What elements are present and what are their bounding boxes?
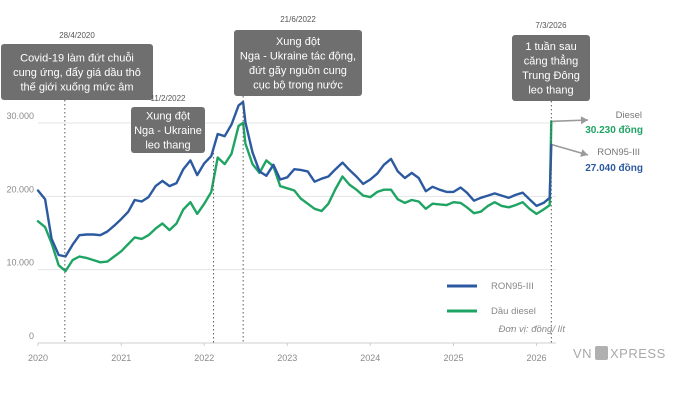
end-label-name: RON95-III <box>597 147 640 158</box>
annotation-text-line: đứt gãy nguồn cung <box>249 65 347 77</box>
end-label-value: 30.230 đồng <box>585 124 643 136</box>
legend: RON95-III Dầu diesel <box>447 281 536 317</box>
annotation-layer: 28/4/2020 Covid-19 làm đứt chuỗi cung ứng,… <box>1 15 590 343</box>
grid-layer <box>38 122 556 271</box>
annotation-box <box>131 107 205 153</box>
y-tick-label: 30.000 <box>6 111 34 121</box>
series-layer <box>36 100 553 273</box>
x-tick-label: 2024 <box>360 353 380 363</box>
end-arrow-head <box>580 116 588 125</box>
annotation-date-label: 7/3/2026 <box>535 21 567 30</box>
x-tick-label: 2023 <box>277 353 297 363</box>
y-tick-label: 0 <box>29 331 34 341</box>
annotation-date-label: 21/6/2022 <box>280 15 316 24</box>
y-tick-label: 10.000 <box>6 258 34 268</box>
x-tick-label: 2021 <box>111 353 131 363</box>
annotation-text-line: Xung đột <box>276 36 320 48</box>
end-arrow-head <box>580 149 588 157</box>
annotation-text-line: Covid-19 làm đứt chuỗi <box>20 51 134 64</box>
end-label-layer: Diesel 30.230 đồng RON95-III 27.040 đồng <box>552 110 643 174</box>
annotation-text-line: cung ứng, đẩy giá dầu thô <box>13 67 141 79</box>
annotation-text-line: 1 tuần sau <box>525 41 576 53</box>
annotation-box <box>234 30 362 96</box>
series-line-ron95-iii <box>36 100 553 258</box>
logo-mark <box>595 346 608 360</box>
annotation-text-line: Trung Đông <box>522 70 580 82</box>
y-tick-label: 20.000 <box>6 184 34 194</box>
x-tick-label: 2022 <box>194 353 214 363</box>
x-tick-label: 2026 <box>527 353 547 363</box>
annotation-text-line: căng thẳng <box>524 55 578 68</box>
series-line-d-u-diesel <box>36 120 553 273</box>
legend-label-ron95: RON95-III <box>491 281 534 292</box>
legend-label-diesel: Dầu diesel <box>491 306 536 317</box>
axis-layer: 0 10.000 20.000 30.000 2020 2021 2022 2023 2024 2… <box>6 111 556 363</box>
annotation-text-line: cục bộ trong nước <box>253 80 343 92</box>
annotation-text-line: leo thang <box>528 85 573 97</box>
end-label-value: 27.040 đồng <box>585 162 643 174</box>
annotation-date-label: 11/2/2022 <box>151 94 187 103</box>
logo-text-left: VN <box>573 346 592 361</box>
end-label-name: Diesel <box>616 110 642 121</box>
annotation-text-line: leo thang <box>145 139 190 151</box>
unit-note: Đơn vị: đồng/ lít <box>499 324 566 335</box>
annotation-text-line: Nga - Ukraine tác động, <box>240 51 356 63</box>
x-tick-label: 2025 <box>444 353 464 363</box>
annotation-box <box>512 35 590 101</box>
x-tick-label: 2020 <box>28 353 48 363</box>
annotation-text-line: thế giới xuống mức âm <box>20 81 133 93</box>
annotation-text-line: Xung đột <box>146 110 190 122</box>
logo-text-right: XPRESS <box>610 346 666 361</box>
annotation-box <box>1 44 153 100</box>
annotation-text-line: Nga - Ukraine <box>134 125 202 137</box>
annotation-date-label: 28/4/2020 <box>59 31 95 40</box>
vnexpress-logo: VN XPRESS <box>573 346 666 361</box>
